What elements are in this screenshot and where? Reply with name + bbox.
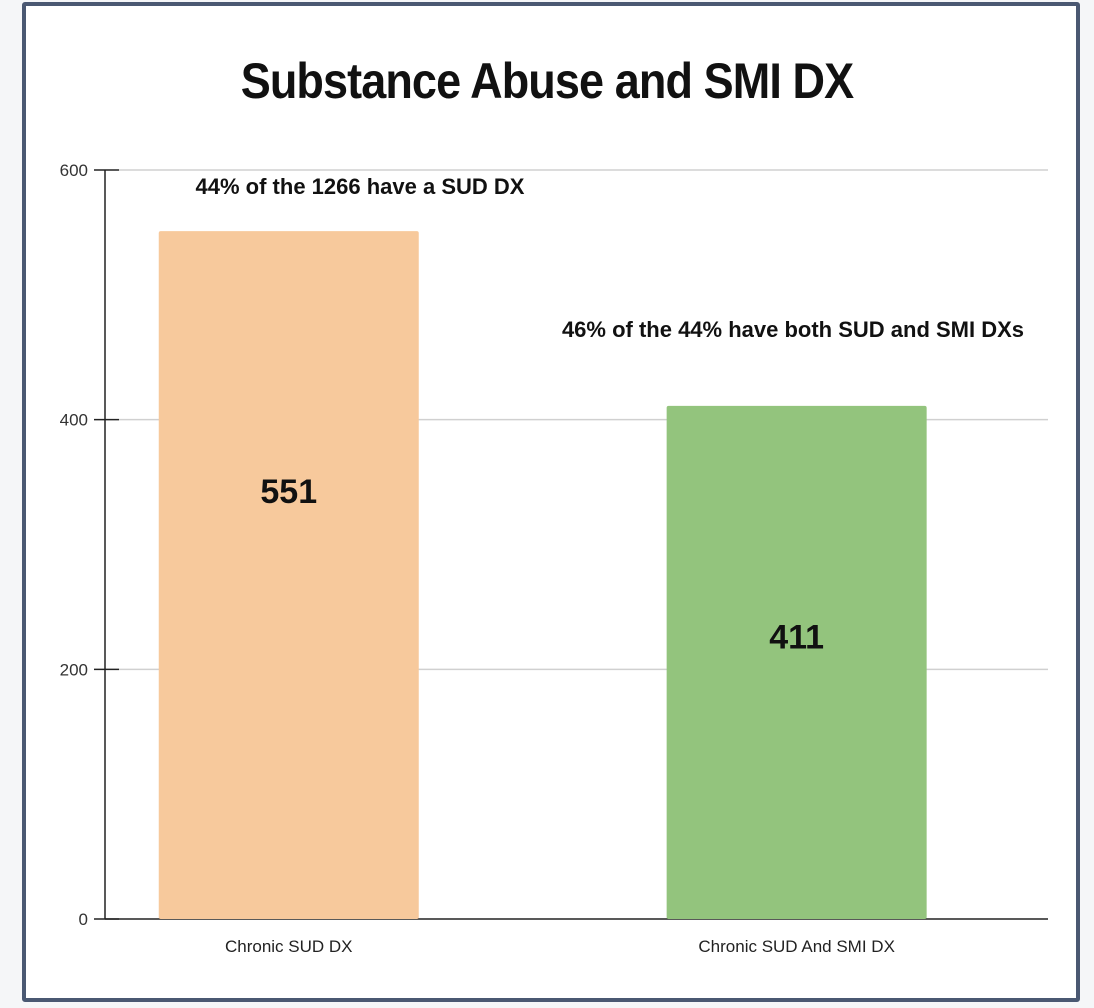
data-label: 551 — [260, 473, 317, 511]
labels: 551 Chronic SUD DX 411 Chronic SUD And SMI … — [196, 174, 1025, 956]
bar — [666, 405, 927, 919]
bars — [158, 231, 927, 919]
annotation: 44% of the 1266 have a SUD DX — [196, 174, 525, 199]
x-category-label: Chronic SUD And SMI DX — [698, 937, 895, 956]
bar — [158, 231, 419, 919]
annotation: 46% of the 44% have both SUD and SMI DXs — [562, 317, 1024, 342]
x-category-label: Chronic SUD DX — [225, 937, 353, 956]
chart-title: Substance Abuse and SMI DX — [240, 53, 854, 109]
y-tick-label: 200 — [60, 660, 88, 679]
y-tick-label: 400 — [60, 411, 88, 430]
data-label: 411 — [769, 618, 824, 656]
y-tick-label: 0 — [79, 910, 88, 929]
y-tick-label: 600 — [60, 161, 88, 180]
